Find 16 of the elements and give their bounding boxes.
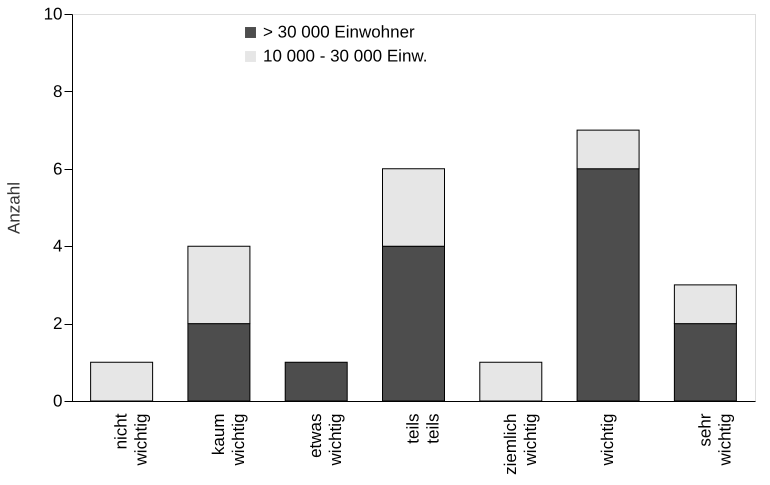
y-tick-label: 2 bbox=[53, 314, 62, 334]
legend-label: > 30 000 Einwohner bbox=[263, 22, 416, 42]
x-tick-label: wichtig bbox=[598, 414, 618, 466]
y-tick-label: 4 bbox=[53, 236, 62, 256]
legend-label: 10 000 - 30 000 Einw. bbox=[263, 46, 428, 66]
x-tick-label: teils teils bbox=[404, 414, 442, 444]
y-axis-title: Anzahl bbox=[4, 182, 24, 234]
x-tick-label: ziemlich wichtig bbox=[500, 414, 540, 475]
x-tick-label: etwas wichtig bbox=[306, 414, 346, 466]
y-tick-label: 0 bbox=[53, 392, 62, 410]
x-tick-label: sehr wichtig bbox=[695, 413, 734, 466]
x-tick-label: nicht wichtig bbox=[112, 413, 151, 466]
y-tick-label: 6 bbox=[53, 159, 62, 178]
y-tick-label: 10 bbox=[44, 4, 62, 24]
x-tick-label: kaum wichtig bbox=[208, 414, 248, 466]
y-tick-label: 8 bbox=[53, 82, 62, 101]
